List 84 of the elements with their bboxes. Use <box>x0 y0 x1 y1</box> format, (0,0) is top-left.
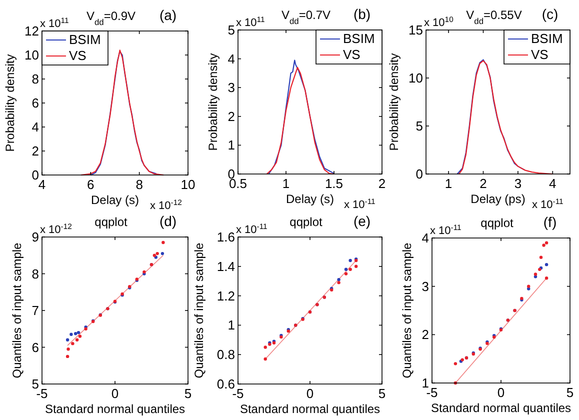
x-tick-label: 2 <box>480 176 487 191</box>
chart-title: V$_{dd}$=0.9V <box>86 9 136 27</box>
text: (f) <box>543 214 557 230</box>
y-tick-label: 1 <box>228 318 235 333</box>
y-axis-title: Probability density <box>387 53 401 151</box>
x-tick-label: 6 <box>87 177 94 192</box>
x-axis-title: Standard normal quantiles <box>240 402 380 416</box>
x-tick-label: 1.5 <box>324 176 344 191</box>
y-tick-label: 6 <box>32 340 39 355</box>
y-tick-label: 5 <box>228 22 235 38</box>
text: x 10$^{-12}$ <box>150 198 182 212</box>
legend-label: BSIM <box>69 32 101 47</box>
y-tick-label: 4 <box>32 120 39 134</box>
x-tick-label: 0 <box>497 385 505 400</box>
x-tick-label: 2 <box>378 176 386 191</box>
x-axis-title: Standard normal quantiles <box>430 401 572 415</box>
y-tick-label: 3 <box>228 80 235 96</box>
y-tick-label: 2 <box>228 108 235 124</box>
y-tick-label: 4 <box>422 230 429 246</box>
legend-label: BSIM <box>531 31 563 46</box>
y-tick-label: 0.6 <box>216 376 235 392</box>
y-tick-label: 1 <box>228 138 235 153</box>
x-tick-label: 5 <box>566 385 574 400</box>
y-tick-label: 0 <box>416 166 423 182</box>
text: x 10$^{11}$ <box>40 16 69 30</box>
y-tick-label: 6 <box>32 96 39 110</box>
x-axis-title: Delay (ps) <box>470 192 526 206</box>
y-axis-title: Probability density <box>206 53 220 151</box>
chart-title: qqplot <box>480 216 514 230</box>
chart-title: V$_{dd}$=0.55V <box>466 8 522 26</box>
text: x 10$^{10}$ <box>424 14 454 29</box>
y-tick-label: 1.2 <box>216 288 235 304</box>
y-axis-title: Quantiles of input sample <box>192 242 206 378</box>
text: x 10$^{-11}$ <box>430 222 462 237</box>
legend-label: VS <box>69 48 87 63</box>
y-tick-label: 4 <box>228 51 235 66</box>
x-tick-label: 8 <box>136 177 143 192</box>
chart-title: qqplot <box>290 215 324 229</box>
x-axis-title: Delay (s) <box>286 192 334 206</box>
legend-label: BSIM <box>343 31 375 46</box>
y-axis-title: Quantiles of input sample <box>400 242 414 378</box>
legend-label: VS <box>343 47 361 62</box>
x-tick-label: 10 <box>180 177 196 192</box>
text: (c) <box>542 6 558 22</box>
y-tick-label: 9 <box>32 230 39 244</box>
x-tick-label: 5 <box>184 386 192 401</box>
x-tick-label: 0 <box>306 386 314 401</box>
y-tick-label: 1.4 <box>216 258 235 274</box>
text: x 10$^{11}$ <box>236 14 265 29</box>
y-tick-label: 10 <box>408 70 423 86</box>
y-tick-label: 12 <box>24 24 39 38</box>
x-tick-label: 1 <box>444 176 452 191</box>
y-tick-label: 8 <box>32 266 39 282</box>
text: (e) <box>353 213 371 229</box>
legend-label: VS <box>531 47 549 62</box>
text: (b) <box>353 6 371 22</box>
y-tick-label: 3 <box>422 278 429 294</box>
text: x 10$^{-11}$ <box>344 196 376 211</box>
x-tick-label: 5 <box>378 386 386 401</box>
y-tick-label: 10 <box>24 48 39 62</box>
y-tick-label: 2 <box>32 144 39 158</box>
x-axis-title: Delay (s) <box>90 193 140 207</box>
text: (a) <box>159 7 177 23</box>
y-tick-label: 0.8 <box>216 347 235 362</box>
chart-title: qqplot <box>94 215 128 229</box>
y-tick-label: 8 <box>32 72 39 86</box>
y-tick-label: 5 <box>416 118 423 134</box>
x-tick-label: 3 <box>514 176 522 191</box>
x-tick-label: 4 <box>549 176 556 191</box>
y-tick-label: 1 <box>422 376 429 390</box>
chart-title: V$_{dd}$=0.7V <box>281 8 331 26</box>
y-axis-title: Quantiles of input sample <box>10 242 24 378</box>
y-tick-label: 2 <box>422 327 429 342</box>
x-tick-label: 1 <box>282 176 290 191</box>
x-tick-label: 0 <box>111 386 119 401</box>
text: (d) <box>159 213 177 229</box>
y-tick-label: 7 <box>32 303 39 318</box>
text: x 10$^{-11}$ <box>532 196 564 211</box>
text: x 10$^{-11}$ <box>236 222 268 236</box>
x-axis-title: Standard normal quantiles <box>44 402 186 416</box>
y-tick-label: 15 <box>408 22 423 38</box>
text: x 10$^{-12}$ <box>40 222 72 236</box>
y-tick-label: 1.6 <box>216 230 235 244</box>
y-axis-title: Probability density <box>3 54 17 152</box>
